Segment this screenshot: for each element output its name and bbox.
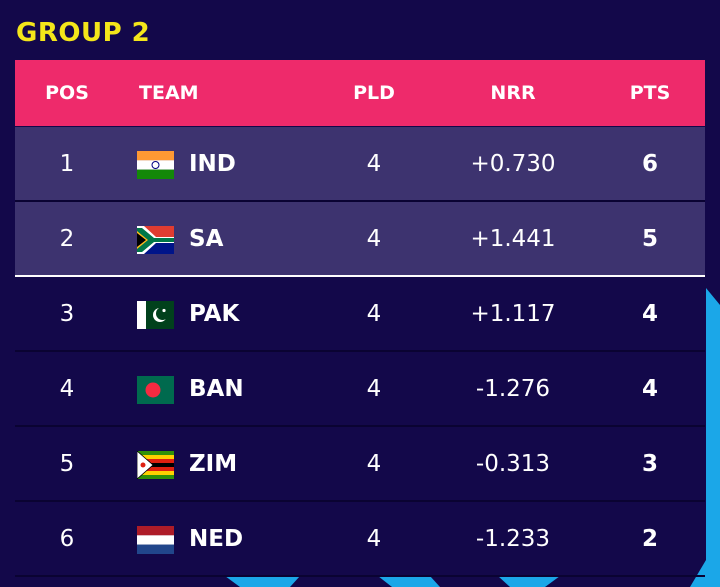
column-header: PTS bbox=[629, 82, 671, 104]
played: 4 bbox=[366, 301, 382, 327]
team-flag bbox=[137, 451, 174, 479]
team-name: ZIM bbox=[189, 451, 238, 477]
accent-shape bbox=[225, 576, 300, 587]
position: 3 bbox=[59, 301, 75, 327]
points: 3 bbox=[641, 451, 659, 477]
net-run-rate: +1.441 bbox=[470, 226, 556, 252]
table-row: 6 NED 4 -1.233 2 bbox=[15, 502, 705, 577]
group-title: GROUP 2 bbox=[16, 18, 151, 48]
net-run-rate: -1.233 bbox=[475, 526, 551, 552]
points: 4 bbox=[641, 376, 659, 402]
column-header: NRR bbox=[490, 82, 536, 104]
position: 4 bbox=[59, 376, 75, 402]
table-row: 4 BAN 4 -1.276 4 bbox=[15, 352, 705, 427]
played: 4 bbox=[366, 451, 382, 477]
table-header: POS TEAM PLD NRR PTS bbox=[15, 60, 705, 126]
net-run-rate: -0.313 bbox=[475, 451, 551, 477]
table-row: 1 IND 4 +0.730 6 bbox=[15, 127, 705, 202]
team-name: PAK bbox=[189, 301, 240, 327]
accent-shape bbox=[690, 288, 720, 587]
net-run-rate: +0.730 bbox=[470, 151, 556, 177]
position: 2 bbox=[59, 226, 75, 252]
net-run-rate: +1.117 bbox=[470, 301, 556, 327]
team-flag bbox=[137, 226, 174, 254]
accent-shape bbox=[378, 576, 440, 587]
played: 4 bbox=[366, 226, 382, 252]
played: 4 bbox=[366, 526, 382, 552]
points: 6 bbox=[641, 151, 659, 177]
team-name: IND bbox=[189, 151, 236, 177]
position: 6 bbox=[59, 526, 75, 552]
team-flag bbox=[137, 301, 174, 329]
team-flag bbox=[137, 151, 174, 179]
played: 4 bbox=[366, 376, 382, 402]
points: 2 bbox=[641, 526, 659, 552]
table-row: 5 ZIM 4 -0.313 3 bbox=[15, 427, 705, 502]
team-name: BAN bbox=[189, 376, 244, 402]
accent-shape bbox=[498, 576, 560, 587]
team-flag bbox=[137, 376, 174, 404]
position: 5 bbox=[59, 451, 75, 477]
column-header: PLD bbox=[353, 82, 395, 104]
team-name: SA bbox=[189, 226, 224, 252]
position: 1 bbox=[59, 151, 75, 177]
net-run-rate: -1.276 bbox=[475, 376, 551, 402]
team-name: NED bbox=[189, 526, 244, 552]
team-flag bbox=[137, 526, 174, 554]
column-header: TEAM bbox=[139, 82, 199, 104]
points: 5 bbox=[641, 226, 659, 252]
table-row: 3 PAK 4 +1.117 4 bbox=[15, 277, 705, 352]
column-header: POS bbox=[45, 82, 89, 104]
table-row: 2 SA 4 +1.441 5 bbox=[15, 202, 705, 277]
points: 4 bbox=[641, 301, 659, 327]
played: 4 bbox=[366, 151, 382, 177]
